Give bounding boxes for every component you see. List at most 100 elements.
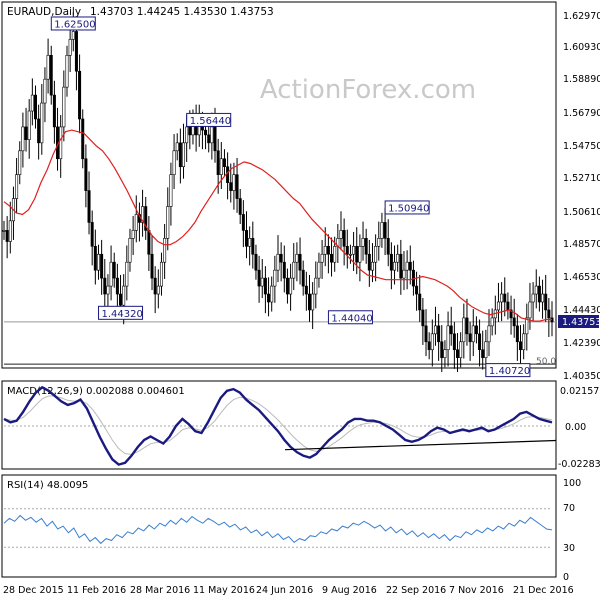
candle-body — [15, 174, 19, 199]
rsi-y-tick: 100 — [563, 478, 581, 489]
y-tick-label: 1.60930 — [563, 42, 600, 53]
candle-body — [285, 277, 289, 295]
x-tick-label: 21 Dec 2016 — [513, 585, 574, 596]
candle-body — [100, 253, 104, 279]
candle-body — [522, 333, 526, 351]
candle-body — [386, 238, 390, 255]
y-tick-label: 1.56790 — [563, 108, 600, 119]
candle-body — [402, 269, 406, 279]
candle-body — [506, 301, 510, 311]
price-annotation-label: 1.56440 — [190, 116, 231, 127]
candle-body — [468, 333, 472, 343]
candle-body — [257, 269, 261, 287]
candle-body — [544, 293, 548, 311]
candle-body — [245, 230, 249, 247]
macd-panel-frame — [1, 380, 557, 470]
candle-body — [125, 261, 129, 287]
candle-body — [531, 293, 535, 303]
price-annotation-box — [327, 310, 373, 325]
x-tick-label: 28 Mar 2016 — [130, 585, 190, 596]
candle-body — [150, 253, 154, 279]
candle-body — [471, 325, 475, 343]
candle-body — [21, 126, 25, 152]
x-axis: 28 Dec 2015 11 Feb 2016 28 Mar 2016 11 M… — [3, 585, 574, 596]
candle-body — [484, 341, 488, 358]
candle-body — [424, 325, 428, 343]
candle-body — [446, 325, 450, 351]
candle-body — [232, 174, 236, 191]
candle-body — [267, 293, 271, 303]
y-tick-label: 1.62970 — [563, 11, 600, 22]
candle-body — [295, 253, 299, 263]
candle-body — [500, 293, 504, 303]
price-annotation-box — [98, 305, 144, 320]
candle-body — [2, 230, 6, 232]
x-tick-label: 9 Aug 2016 — [322, 585, 377, 596]
candle-body — [339, 230, 343, 239]
candle-body — [8, 220, 12, 242]
candle-body — [276, 253, 280, 271]
candle-body — [131, 230, 135, 239]
candle-body — [512, 317, 516, 327]
candle-body — [222, 158, 226, 168]
candle-body — [229, 182, 233, 191]
candle-body — [330, 253, 334, 263]
candle-body — [437, 325, 441, 343]
candle-body — [87, 190, 91, 223]
candle-body — [389, 253, 393, 271]
candle-body — [396, 253, 400, 263]
price-annotation-label: 1.44320 — [102, 309, 143, 320]
candle-body — [84, 158, 88, 191]
candle-body — [355, 245, 359, 263]
candle-body — [241, 214, 245, 231]
macd-y-tick: -0.022833 — [558, 459, 600, 470]
candle-body — [156, 285, 160, 295]
candle-body — [421, 309, 425, 327]
candle-body — [399, 253, 403, 279]
watermark: ActionForex.com — [260, 75, 476, 105]
price-annotation-box — [485, 363, 531, 378]
candle-body — [134, 214, 138, 231]
candle-body — [525, 317, 529, 335]
y-tick-label: 1.40350 — [563, 371, 600, 382]
candle-body — [440, 341, 444, 358]
candle-body — [254, 253, 258, 271]
candle-body — [273, 269, 277, 287]
plot-layer: 1.62500 1.44320 1.56440 1.44040 1.50940 1.407… — [2, 12, 557, 548]
y-tick-label: 1.46530 — [563, 272, 600, 283]
candle-body — [251, 238, 255, 255]
candle-body — [122, 285, 126, 306]
price-annotation-box — [186, 112, 232, 127]
candle-body — [515, 325, 519, 343]
candle-body — [141, 206, 145, 223]
candle-body — [235, 174, 239, 199]
candle-body — [279, 253, 283, 263]
price-panel-frame — [1, 1, 557, 369]
candle-body — [509, 309, 513, 319]
y-tick-label: 1.50610 — [563, 207, 600, 218]
candle-body — [459, 341, 463, 358]
candle-body — [147, 230, 151, 255]
candle-body — [27, 110, 31, 140]
candle-body — [541, 293, 545, 303]
x-tick-label: 11 May 2016 — [193, 585, 255, 596]
candle-body — [408, 261, 412, 271]
candle-body — [361, 238, 365, 247]
candle-body — [263, 277, 267, 295]
candle-body — [68, 39, 72, 56]
candle-body — [487, 325, 491, 343]
candle-body — [380, 222, 384, 239]
candle-body — [109, 261, 113, 287]
price-annotation-box — [50, 16, 96, 31]
candle-body — [59, 126, 63, 160]
rsi-header: RSI(14) 48.0095 — [7, 480, 88, 491]
candle-body — [178, 142, 182, 168]
candle-body — [216, 150, 220, 175]
candle-body — [282, 261, 286, 279]
candle-body — [182, 142, 186, 168]
candle-body — [449, 325, 453, 335]
macd-header: MACD(12,26,9) 0.002088 0.004601 — [7, 386, 185, 397]
candle-body — [307, 293, 311, 311]
